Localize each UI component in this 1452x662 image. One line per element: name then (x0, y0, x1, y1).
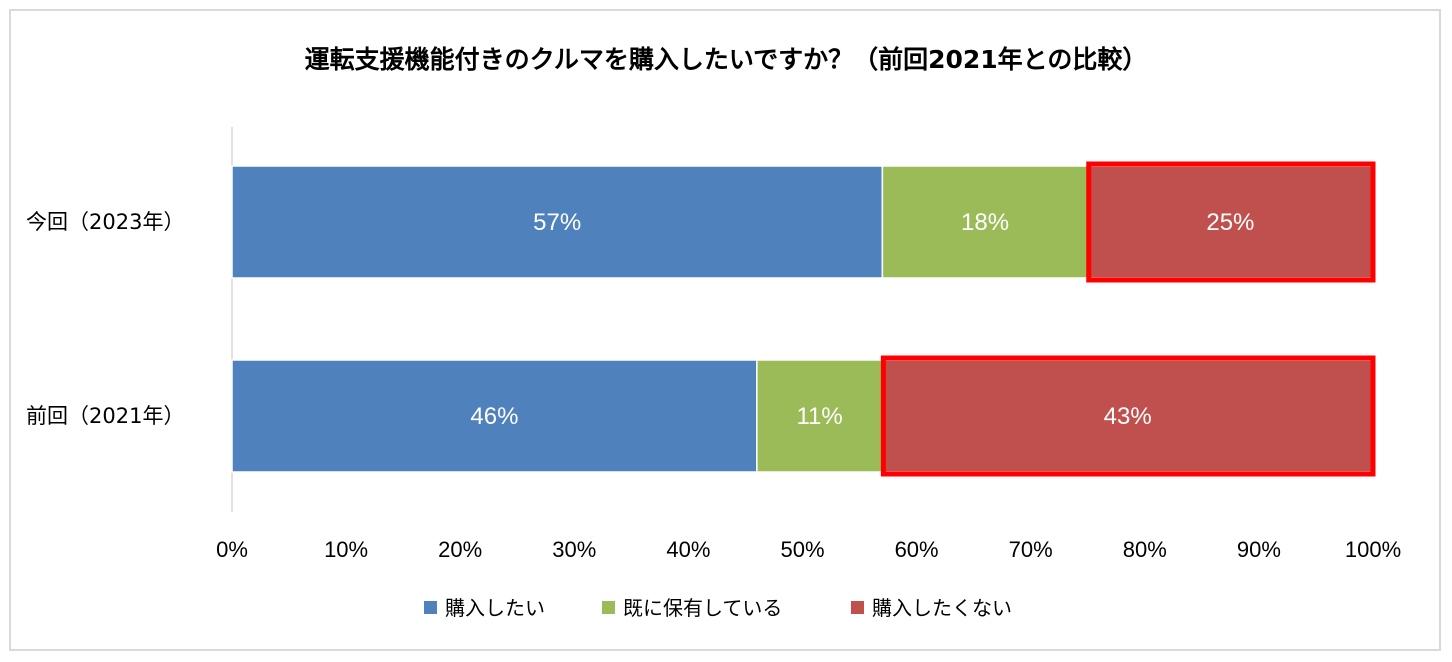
bar-segment (231, 359, 758, 473)
chart-title: 運転支援機能付きのクルマを購入したいですか？（前回2021年との比較） (304, 45, 1148, 74)
legend-label: 購入したくない (872, 596, 1012, 620)
data-label: 18% (961, 209, 1009, 236)
category-label: 前回（2021年） (26, 404, 184, 428)
x-tick-label: 70% (1009, 537, 1053, 562)
x-tick-label: 30% (552, 537, 596, 562)
highlight-box (880, 355, 1376, 477)
legend-swatch (424, 601, 437, 614)
x-tick-label: 0% (216, 537, 248, 562)
data-label: 25% (1206, 209, 1254, 236)
x-tick-label: 20% (438, 537, 482, 562)
data-label: 57% (533, 209, 581, 236)
x-tick-label: 80% (1123, 537, 1167, 562)
legend-swatch (851, 601, 864, 614)
legend-label: 購入したい (445, 596, 545, 620)
data-label: 43% (1104, 403, 1152, 430)
chart-frame (9, 9, 1441, 651)
data-label: 11% (796, 403, 842, 430)
bar-segment (1087, 165, 1374, 279)
bar-segment (231, 165, 884, 279)
x-tick-label: 90% (1237, 537, 1281, 562)
x-tick-label: 50% (780, 537, 824, 562)
x-tick-label: 60% (895, 537, 939, 562)
x-tick-label: 10% (324, 537, 368, 562)
legend-label: 既に保有している (623, 596, 782, 620)
highlight-box (1086, 161, 1376, 283)
bar-segment (881, 165, 1089, 279)
bar-segment (881, 359, 1374, 473)
x-tick-label: 100% (1345, 537, 1401, 562)
x-tick-label: 40% (666, 537, 710, 562)
category-label: 今回（2023年） (26, 210, 184, 234)
data-label: 46% (470, 403, 518, 430)
bar-segment (756, 359, 884, 473)
legend-swatch (602, 601, 615, 614)
